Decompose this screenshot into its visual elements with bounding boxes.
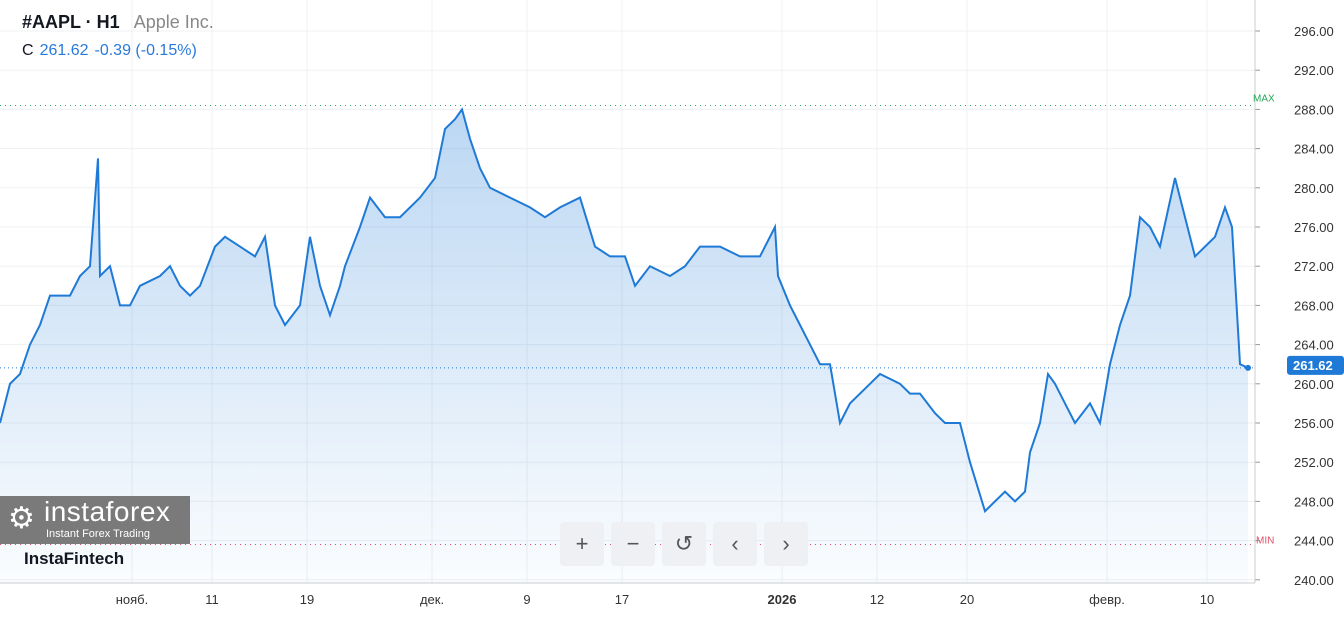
last-price-badge: [1287, 355, 1344, 375]
chart-toolbar: + − ↺ ‹ ›: [560, 522, 808, 566]
x-tick-label: нояб.: [116, 592, 149, 607]
y-tick-label: 288.00: [1294, 102, 1334, 117]
y-tick-label: 296.00: [1294, 24, 1334, 39]
x-tick-label: 9: [523, 592, 530, 607]
y-tick-label: 292.00: [1294, 63, 1334, 78]
x-tick-label: 2026: [768, 592, 797, 607]
last-price-dot: [1245, 364, 1251, 371]
last-price-label: 261.62: [1293, 358, 1333, 373]
change-value: -0.39 (-0.15%): [94, 42, 197, 59]
y-tick-label: 244.00: [1294, 534, 1334, 549]
instrument-name: Apple Inc.: [133, 12, 214, 32]
price-line: [0, 107, 1249, 514]
y-tick-label: 256.00: [1294, 416, 1334, 431]
instaforex-logo: ⚙ instaforex Instant Forex Trading: [0, 496, 190, 544]
zoom-out-button[interactable]: −: [611, 522, 655, 566]
x-tick-label: февр.: [1089, 592, 1125, 607]
logo-title: instaforex: [44, 496, 171, 527]
ohlc-row: C 261.62 -0.39 (-0.15%): [22, 42, 197, 60]
price-area: [0, 109, 1248, 584]
y-tick-label: 276.00: [1294, 220, 1334, 235]
scroll-right-button[interactable]: ›: [764, 522, 808, 566]
close-value: 261.62: [39, 42, 89, 59]
y-tick-label: 264.00: [1294, 338, 1334, 353]
instafintech-brand: InstaFintech: [24, 549, 125, 568]
x-tick-label: дек.: [420, 592, 444, 607]
close-label: C: [22, 42, 34, 59]
max-label: MAX: [1253, 93, 1275, 104]
zoom-in-button[interactable]: +: [560, 522, 604, 566]
logo-subtitle: Instant Forex Trading: [46, 528, 150, 540]
gear-logo-icon: ⚙: [8, 502, 35, 535]
x-tick-label: 10: [1200, 592, 1214, 607]
y-tick-label: 280.00: [1294, 181, 1334, 196]
min-label: MIN: [1256, 536, 1274, 547]
y-tick-label: 248.00: [1294, 494, 1334, 509]
x-tick-label: 20: [960, 592, 974, 607]
y-tick-label: 260.00: [1294, 377, 1334, 392]
y-tick-label: 272.00: [1294, 259, 1334, 274]
reset-button[interactable]: ↺: [662, 522, 706, 566]
x-tick-label: 11: [205, 592, 219, 607]
x-tick-label: 12: [870, 592, 884, 607]
x-tick-label: 17: [615, 592, 629, 607]
symbol-label: #AAPL · H1: [22, 12, 120, 32]
y-tick-label: 240.00: [1294, 573, 1334, 588]
chart-header: #AAPL · H1 Apple Inc.: [22, 12, 214, 33]
scroll-left-button[interactable]: ‹: [713, 522, 757, 566]
x-tick-label: 19: [300, 592, 314, 607]
y-tick-label: 252.00: [1294, 455, 1334, 470]
y-tick-label: 268.00: [1294, 298, 1334, 313]
y-tick-label: 284.00: [1294, 142, 1334, 157]
